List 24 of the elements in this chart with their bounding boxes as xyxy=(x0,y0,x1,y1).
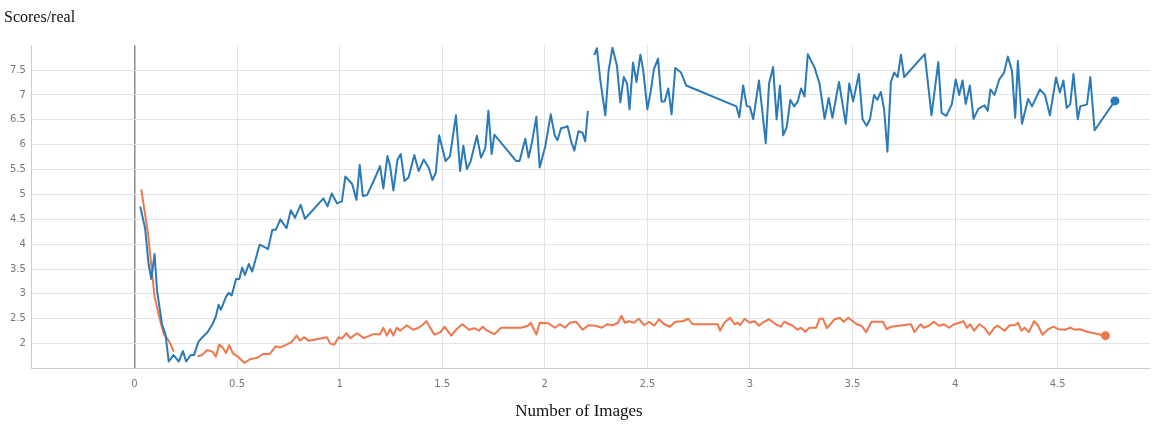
y-tick-label: 3 xyxy=(19,287,26,299)
y-tick-label: 6 xyxy=(19,138,26,150)
y-tick-label: 7 xyxy=(19,88,26,100)
y-tick-label: 4 xyxy=(19,237,26,249)
y-tick-label: 5.5 xyxy=(10,163,26,175)
x-tick-label: 2.5 xyxy=(639,377,656,389)
x-tick-label: 1 xyxy=(336,377,343,389)
x-tick-label: 3.5 xyxy=(844,377,861,389)
y-tick-label: 2 xyxy=(19,337,26,349)
x-tick-label: 2 xyxy=(541,377,548,389)
y-tick-label: 2.5 xyxy=(10,312,26,324)
y-tick-label: 3.5 xyxy=(10,262,26,274)
x-tick-label: 0 xyxy=(131,377,138,389)
x-tick-label: 3 xyxy=(746,377,754,389)
x-tick-label: 4.5 xyxy=(1049,377,1066,389)
x-tick-label: 4 xyxy=(951,377,959,389)
chart-title: Scores/real xyxy=(4,7,76,25)
x-tick-label: 0.5 xyxy=(229,377,246,389)
y-tick-label: 4.5 xyxy=(10,212,26,224)
y-tick-label: 5 xyxy=(19,188,26,200)
y-tick-label: 6.5 xyxy=(10,113,26,125)
x-tick-label: 1.5 xyxy=(434,377,451,389)
x-axis-title: Number of Images xyxy=(514,401,644,421)
y-tick-label: 7.5 xyxy=(10,63,26,75)
